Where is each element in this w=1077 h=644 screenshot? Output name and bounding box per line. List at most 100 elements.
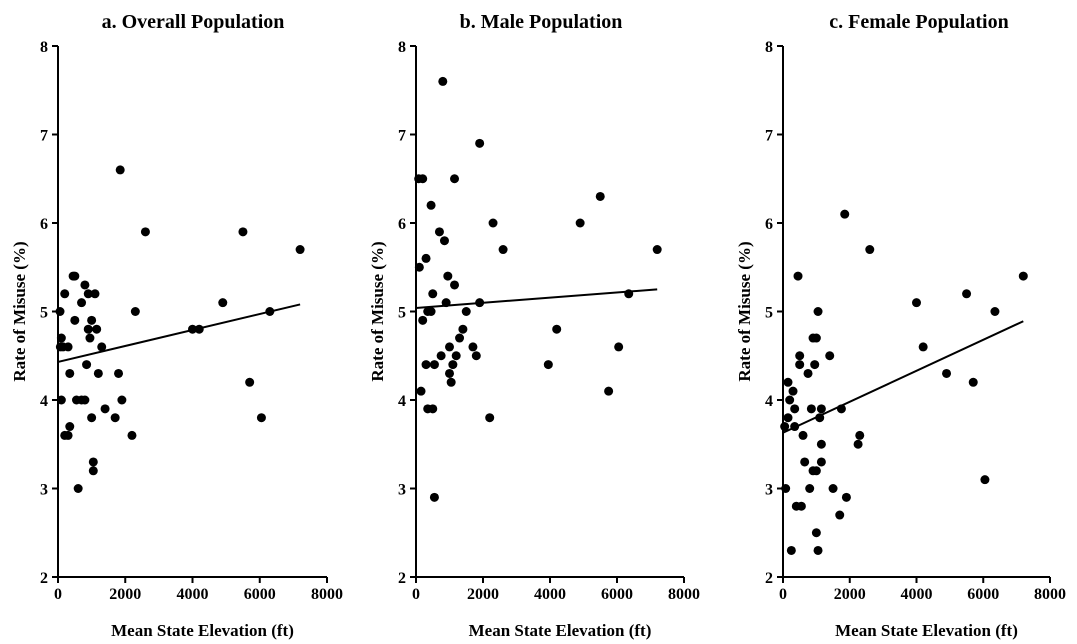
data-point [140,227,150,237]
data-point [968,377,978,387]
data-point [87,413,97,423]
data-point [798,430,808,440]
data-point [428,289,438,299]
x-tick-label: 2000 [467,586,499,603]
data-point [912,298,921,308]
data-point [429,492,439,502]
data-point [115,165,125,175]
x-tick-label: 0 [779,586,787,603]
data-point [73,484,83,493]
x-tick-label: 4000 [177,586,209,603]
data-point [60,289,70,299]
data-point [428,404,438,414]
data-point [63,342,73,352]
data-point [475,138,485,148]
data-point [450,174,460,184]
data-point [88,457,98,467]
data-point [90,289,100,299]
data-point [445,342,454,352]
data-point [414,262,424,272]
data-point [65,368,75,378]
data-point [790,404,800,414]
data-point [436,351,446,361]
data-point [450,280,460,290]
y-tick-label: 3 [765,482,773,499]
data-point [194,324,204,334]
data-point [93,368,103,378]
data-point [790,422,800,432]
data-point [841,492,851,502]
x-tick-label: 2000 [834,586,866,603]
data-point [87,315,97,325]
data-point [836,404,846,414]
data-point [114,368,124,378]
data-point [426,200,436,210]
data-point [962,289,972,299]
data-point [614,342,624,352]
data-point [238,227,248,237]
data-point [468,342,478,352]
y-tick-label: 5 [40,305,48,322]
data-point [70,315,80,325]
data-point [445,368,454,378]
data-point [498,245,508,255]
x-tick-label: 8000 [311,586,343,603]
data-point [80,395,90,405]
y-tick-label: 5 [765,305,773,322]
panel-1: a. Overall Population 2 3 4 5 6 7 8 0 2000 4000 600… [10,11,343,640]
x-tick-label: 6000 [601,586,633,603]
data-point [781,484,791,493]
data-point [990,307,1000,316]
data-point [85,333,95,343]
data-point [55,307,65,316]
y-tick-label: 6 [40,216,48,233]
data-point [786,545,796,555]
x-tick-label: 4000 [534,586,566,603]
data-point [811,333,821,343]
data-point [418,315,428,325]
data-point [421,360,431,370]
data-point [218,298,228,308]
data-point [451,351,461,361]
data-point [256,413,266,423]
data-point [806,404,816,414]
y-tick-label: 4 [40,393,48,410]
data-point [918,342,928,352]
data-point [475,298,485,308]
data-point [800,457,810,467]
data-point [70,271,80,281]
x-tick-label: 0 [412,586,420,603]
data-point [455,333,465,343]
y-tick-label: 4 [398,393,406,410]
data-point [811,466,821,476]
data-point [803,368,813,378]
y-tick-label: 5 [398,305,406,322]
data-point [788,386,798,396]
data-point [813,307,823,316]
data-point [426,307,436,316]
y-tick-label: 2 [40,570,48,587]
data-point [488,218,498,228]
data-point [97,342,107,352]
y-tick-label: 8 [40,39,48,56]
data-point [429,360,439,370]
data-point [783,413,793,423]
data-point [604,386,614,396]
panel-title: b. Male Population [460,11,623,33]
data-point [805,484,815,493]
y-tick-label: 3 [40,482,48,499]
y-axis-label: Rate of Misuse (%) [368,241,387,381]
x-tick-label: 0 [54,586,62,603]
y-tick-label: 3 [398,482,406,499]
y-tick-label: 6 [398,216,406,233]
data-point [652,245,662,255]
data-point [448,360,458,370]
data-point [595,191,605,201]
data-point [942,368,952,378]
data-point [92,324,102,334]
y-tick-label: 8 [398,39,406,56]
trend-line [57,303,301,363]
x-axis-label: Mean State Elevation (ft) [111,621,294,640]
data-point [471,351,481,361]
x-tick-label: 8000 [668,586,700,603]
